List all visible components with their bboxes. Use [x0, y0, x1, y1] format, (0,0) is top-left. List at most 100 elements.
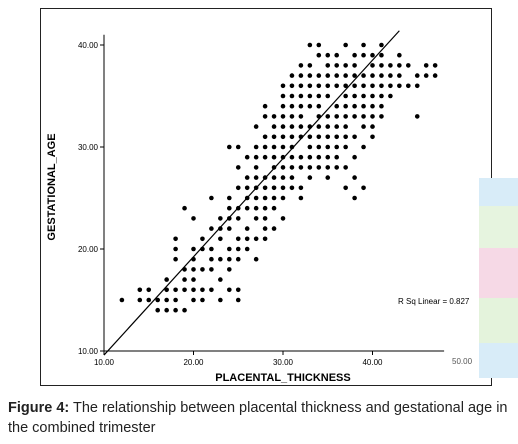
data-point [361, 83, 366, 89]
data-point [316, 73, 322, 78]
data-point [343, 114, 348, 119]
adjacent-figure-fragment [479, 178, 518, 378]
data-point [334, 144, 340, 150]
data-point [164, 297, 169, 303]
data-point [244, 236, 250, 242]
data-point [370, 134, 375, 140]
data-point [316, 93, 322, 99]
data-point [209, 195, 214, 201]
y-tick-label: 30.00 [78, 143, 99, 152]
data-point [352, 63, 357, 68]
data-point [253, 205, 259, 211]
data-point [325, 52, 331, 58]
data-point [334, 165, 340, 170]
data-point [343, 144, 348, 150]
data-point [414, 73, 420, 78]
data-point [280, 114, 286, 119]
y-axis-label: GESTATIONAL_AGE [46, 133, 58, 240]
data-point [307, 175, 313, 180]
data-point [280, 144, 286, 150]
r-squared-annotation: R Sq Linear = 0.827 [398, 297, 470, 306]
figure-caption: Figure 4: The relationship between place… [8, 398, 514, 438]
data-point [298, 195, 304, 201]
data-point [146, 297, 152, 303]
x-tick-label: 40.00 [362, 358, 383, 367]
data-point [262, 103, 268, 109]
data-point [298, 165, 304, 170]
data-point [253, 154, 259, 160]
data-point [370, 73, 375, 78]
data-point [227, 287, 232, 293]
data-point [423, 73, 429, 78]
data-point [343, 185, 348, 191]
data-point [307, 154, 313, 160]
data-point [173, 256, 178, 262]
data-point [361, 144, 366, 150]
data-point [406, 83, 411, 89]
data-point [289, 103, 295, 109]
data-point [253, 236, 259, 242]
data-point [173, 307, 178, 313]
data-point [307, 42, 313, 48]
data-point [227, 144, 232, 150]
data-point [316, 52, 322, 58]
data-point [271, 175, 277, 180]
data-point [289, 165, 295, 170]
y-tick-label: 40.00 [78, 41, 99, 50]
data-point [280, 134, 286, 140]
data-point [262, 114, 268, 119]
data-point [244, 185, 250, 191]
data-point [361, 52, 366, 58]
data-point [182, 277, 187, 282]
figure-label: Figure 4: [8, 400, 70, 416]
data-point [423, 63, 429, 68]
data-point [200, 267, 205, 272]
data-point [334, 154, 340, 160]
x-tick-label: 10.00 [94, 358, 115, 367]
data-point [307, 134, 313, 140]
data-point [325, 124, 331, 129]
data-point [334, 124, 340, 129]
data-point [137, 297, 143, 303]
data-point [334, 73, 340, 78]
data-point [209, 256, 214, 262]
data-point [343, 103, 348, 109]
y-tick-label: 10.00 [78, 347, 99, 356]
data-point [191, 246, 196, 252]
data-point [379, 83, 384, 89]
data-point [334, 83, 340, 89]
data-point [262, 154, 268, 160]
data-point [271, 205, 277, 211]
data-point [316, 144, 322, 150]
data-point [316, 103, 322, 109]
data-point [289, 185, 295, 191]
data-point [298, 185, 304, 191]
data-point [325, 63, 331, 68]
data-point [379, 63, 384, 68]
data-point [200, 297, 205, 303]
data-point [262, 144, 268, 150]
data-point [343, 42, 348, 48]
data-point [379, 93, 384, 99]
data-point [406, 63, 411, 68]
data-point [218, 297, 223, 303]
data-point [262, 185, 268, 191]
data-point [289, 175, 295, 180]
data-point [253, 195, 259, 201]
data-point [352, 73, 357, 78]
data-point [173, 236, 178, 242]
data-point [209, 246, 214, 252]
data-point [227, 267, 232, 272]
data-point [271, 114, 277, 119]
data-point [370, 63, 375, 68]
data-point [370, 93, 375, 99]
data-point [414, 114, 420, 119]
data-point [370, 52, 375, 58]
data-point [325, 93, 331, 99]
data-point [298, 93, 304, 99]
data-point [432, 63, 438, 68]
data-point [325, 73, 331, 78]
data-point [397, 83, 402, 89]
data-point [334, 103, 340, 109]
data-point [280, 195, 286, 201]
